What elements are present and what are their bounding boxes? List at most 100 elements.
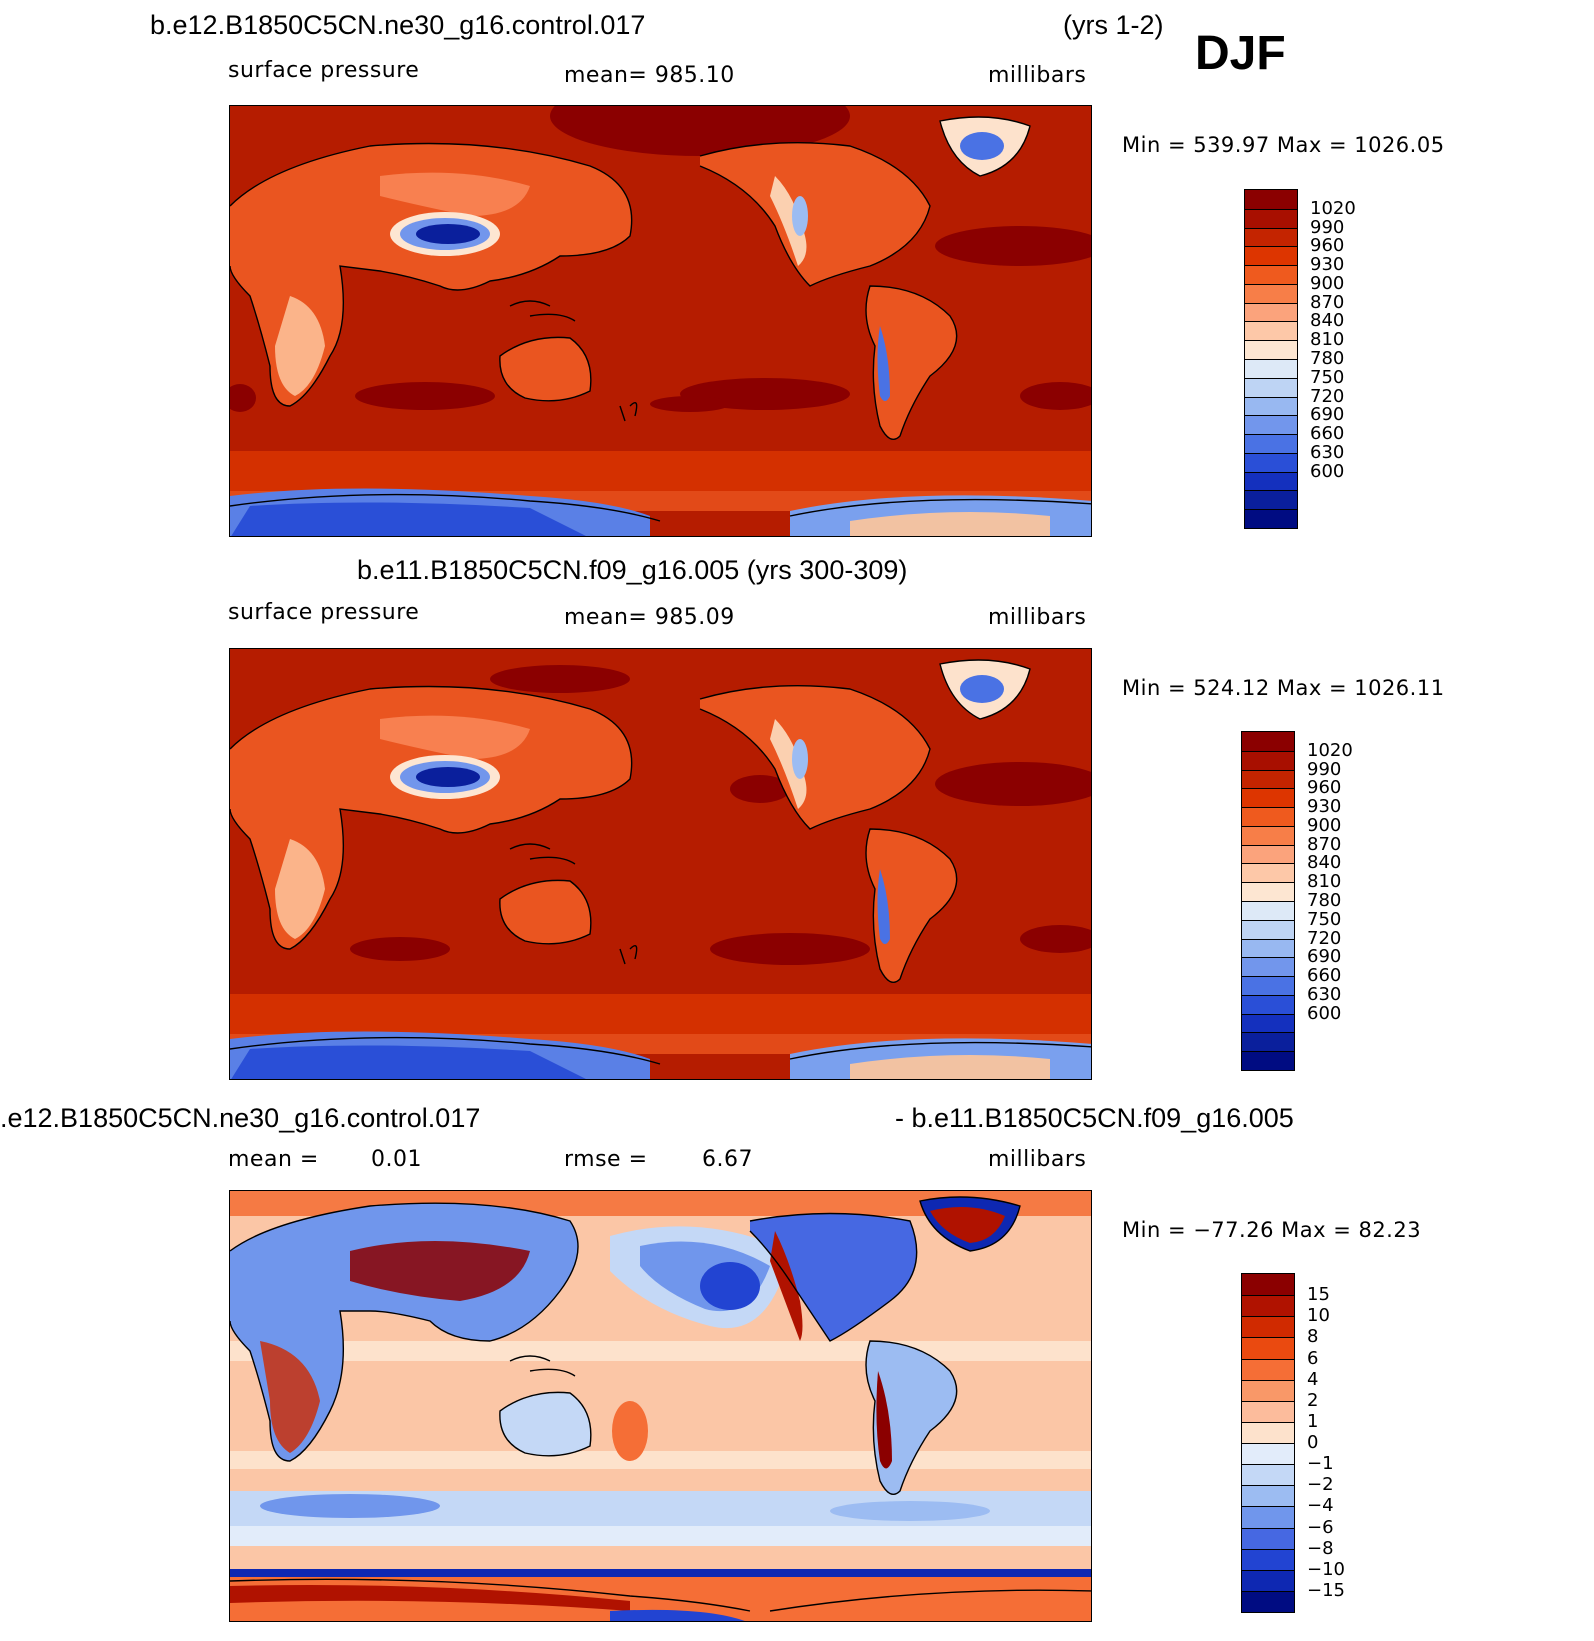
colorbar-level-label: 690 bbox=[1307, 946, 1342, 968]
colorbar-level-label: 840 bbox=[1310, 310, 1345, 332]
panel1-map bbox=[229, 105, 1092, 537]
colorbar-swatch bbox=[1242, 1590, 1294, 1612]
colorbar-swatch bbox=[1242, 825, 1294, 845]
colorbar-swatch bbox=[1242, 732, 1294, 751]
colorbar-swatch bbox=[1242, 938, 1294, 958]
colorbar-swatch bbox=[1242, 769, 1294, 789]
colorbar-swatch bbox=[1242, 1379, 1294, 1401]
colorbar-level-label: 1 bbox=[1307, 1410, 1319, 1432]
colorbar-swatch bbox=[1242, 1443, 1294, 1465]
colorbar-swatch bbox=[1245, 471, 1297, 491]
colorbar-swatch bbox=[1245, 208, 1297, 228]
colorbar-swatch bbox=[1242, 1464, 1294, 1486]
colorbar-swatch bbox=[1242, 1485, 1294, 1507]
colorbar-swatch bbox=[1242, 1421, 1294, 1443]
panel2-title: b.e11.B1850C5CN.f09_g16.005 (yrs 300-309… bbox=[357, 555, 908, 585]
colorbar-swatch bbox=[1242, 1400, 1294, 1422]
colorbar-swatch bbox=[1245, 246, 1297, 266]
colorbar-swatch bbox=[1242, 1013, 1294, 1033]
colorbar-level-label: 15 bbox=[1307, 1284, 1330, 1306]
colorbar-level-label: 660 bbox=[1307, 965, 1342, 987]
colorbar-level-label: 750 bbox=[1307, 908, 1342, 930]
colorbar-swatch bbox=[1245, 283, 1297, 303]
colorbar-swatch bbox=[1242, 788, 1294, 808]
colorbar-level-label: 600 bbox=[1307, 1002, 1342, 1024]
colorbar-level-label: 960 bbox=[1307, 777, 1342, 799]
colorbar-level-label: 690 bbox=[1310, 404, 1345, 426]
panel2-mean: mean= 985.09 bbox=[564, 605, 735, 630]
colorbar-level-label: −6 bbox=[1307, 1516, 1334, 1538]
colorbar-swatch bbox=[1242, 994, 1294, 1014]
colorbar-swatch bbox=[1245, 190, 1297, 209]
colorbar-level-label: 6 bbox=[1307, 1347, 1319, 1369]
colorbar-swatch bbox=[1245, 396, 1297, 416]
colorbar-swatch bbox=[1242, 976, 1294, 995]
panel3-title-right: - b.e11.B1850C5CN.f09_g16.005 bbox=[895, 1103, 1294, 1133]
colorbar-level-label: −15 bbox=[1307, 1579, 1345, 1601]
colorbar-swatch bbox=[1245, 227, 1297, 247]
colorbar-swatch bbox=[1245, 490, 1297, 510]
panel2-colorbar bbox=[1241, 731, 1295, 1071]
colorbar-level-label: 4 bbox=[1307, 1368, 1319, 1390]
colorbar-swatch bbox=[1245, 321, 1297, 341]
colorbar-swatch bbox=[1242, 957, 1294, 977]
colorbar-swatch bbox=[1242, 1527, 1294, 1549]
season-label: DJF bbox=[1195, 27, 1286, 80]
panel3-map bbox=[229, 1190, 1092, 1622]
panel3-title-left: .e12.B1850C5CN.ne30_g16.control.017 bbox=[0, 1103, 481, 1133]
colorbar-level-label: 960 bbox=[1310, 235, 1345, 257]
panel1-title-right: (yrs 1-2) bbox=[1063, 10, 1164, 40]
panel3-colorbar bbox=[1241, 1273, 1295, 1613]
colorbar-swatch bbox=[1242, 1316, 1294, 1338]
colorbar-swatch bbox=[1242, 844, 1294, 864]
colorbar-swatch bbox=[1245, 359, 1297, 378]
colorbar-level-label: 630 bbox=[1310, 441, 1345, 463]
panel3-mean-label: mean = bbox=[228, 1147, 319, 1172]
panel2-map bbox=[229, 648, 1092, 1080]
colorbar-level-label: 870 bbox=[1310, 291, 1345, 313]
colorbar-level-label: 990 bbox=[1307, 758, 1342, 780]
colorbar-level-label: 0 bbox=[1307, 1432, 1319, 1453]
panel1-units: millibars bbox=[988, 63, 1087, 88]
colorbar-swatch bbox=[1242, 901, 1294, 920]
panel1-minmax: Min = 539.97 Max = 1026.05 bbox=[1122, 133, 1445, 157]
colorbar-level-label: 930 bbox=[1307, 796, 1342, 818]
colorbar-level-label: 750 bbox=[1310, 366, 1345, 388]
colorbar-swatch bbox=[1242, 1548, 1294, 1570]
panel1-mean: mean= 985.10 bbox=[564, 63, 735, 88]
colorbar-level-label: 810 bbox=[1310, 329, 1345, 351]
colorbar-swatch bbox=[1242, 1032, 1294, 1052]
colorbar-level-label: 1020 bbox=[1307, 739, 1353, 761]
panel1-variable: surface pressure bbox=[228, 58, 420, 83]
panel3-rmse-label: rmse = bbox=[564, 1147, 648, 1172]
colorbar-level-label: 810 bbox=[1307, 871, 1342, 893]
colorbar-swatch bbox=[1242, 882, 1294, 901]
colorbar-level-label: 930 bbox=[1310, 254, 1345, 276]
panel3-mean-value: 0.01 bbox=[371, 1147, 422, 1172]
panel1-colorbar bbox=[1244, 189, 1298, 529]
colorbar-level-label: 780 bbox=[1307, 890, 1342, 911]
colorbar-swatch bbox=[1242, 1274, 1294, 1296]
colorbar-level-label: 720 bbox=[1307, 927, 1342, 949]
colorbar-level-label: 660 bbox=[1310, 423, 1345, 445]
colorbar-swatch bbox=[1245, 452, 1297, 472]
colorbar-swatch bbox=[1245, 302, 1297, 322]
colorbar-swatch bbox=[1245, 509, 1297, 528]
colorbar-level-label: 840 bbox=[1307, 852, 1342, 874]
panel3-units: millibars bbox=[988, 1147, 1087, 1172]
colorbar-level-label: 600 bbox=[1310, 460, 1345, 482]
colorbar-level-label: −8 bbox=[1307, 1537, 1334, 1559]
colorbar-swatch bbox=[1242, 1337, 1294, 1359]
colorbar-swatch bbox=[1245, 340, 1297, 359]
colorbar-swatch bbox=[1242, 750, 1294, 770]
colorbar-level-label: 900 bbox=[1310, 272, 1345, 294]
colorbar-level-label: 720 bbox=[1310, 385, 1345, 407]
colorbar-level-label: 2 bbox=[1307, 1389, 1319, 1411]
colorbar-level-label: 10 bbox=[1307, 1305, 1330, 1327]
panel2-units: millibars bbox=[988, 605, 1087, 630]
colorbar-level-label: −1 bbox=[1307, 1453, 1334, 1475]
panel3-rmse-value: 6.67 bbox=[702, 1147, 753, 1172]
panel1-title-left: b.e12.B1850C5CN.ne30_g16.control.017 bbox=[150, 10, 646, 40]
panel3-minmax: Min = −77.26 Max = 82.23 bbox=[1122, 1218, 1422, 1242]
colorbar-level-label: −4 bbox=[1307, 1495, 1334, 1517]
